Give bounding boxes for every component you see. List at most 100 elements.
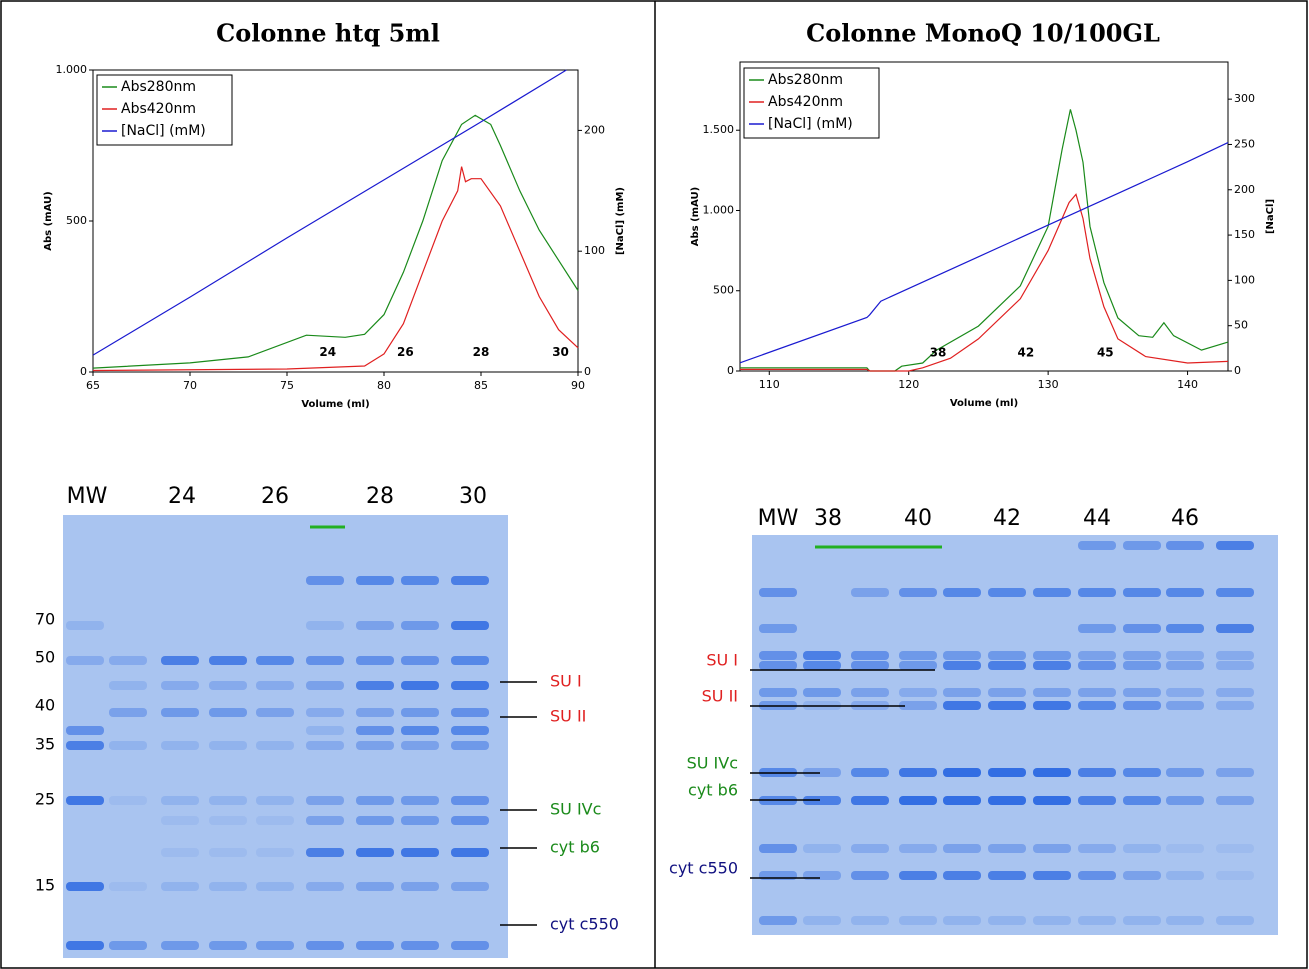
y-tick-label: 500 [713,284,734,297]
gel-band [943,588,981,597]
gel-band [109,882,147,891]
gel-band [943,768,981,777]
annotation: 38 [930,346,947,360]
gel-band [256,656,294,665]
gel-band [1033,871,1071,880]
gel-band [1078,588,1116,597]
gel-band [161,708,199,717]
gel-band [803,688,841,697]
gel-band [401,816,439,825]
series-line [740,193,1229,372]
lane-label: MW [758,506,799,531]
mw-label: 35 [35,735,55,754]
gel-band [1166,871,1204,880]
gel-band [401,848,439,857]
gel-band [943,796,981,805]
gel-band [66,741,104,750]
gel-band [1166,624,1204,633]
series-line [92,114,579,369]
gel-band [899,651,937,660]
gel-band [1033,588,1071,597]
gel-band [988,701,1026,710]
gel-band [1216,871,1254,880]
gel-band [401,941,439,950]
gel-band [1078,796,1116,805]
gel-band [1216,541,1254,550]
gel-band [899,768,937,777]
gel-band [1078,661,1116,670]
plot-frame [739,61,1229,372]
gel-band [1216,688,1254,697]
annotation: 28 [473,345,490,359]
gel-band [803,768,841,777]
gel-band [401,726,439,735]
gel-band [899,688,937,697]
legend-box [743,67,880,139]
mw-label: 70 [35,610,55,629]
gel-band [803,651,841,660]
mw-label: 50 [35,648,55,667]
gel-band [851,844,889,853]
gel-annotation: SU II [550,707,586,726]
mw-label: 25 [35,790,55,809]
gel-band [66,656,104,665]
gel-band [1123,871,1161,880]
x-tick-label: 130 [1038,378,1059,391]
gel-band [1123,688,1161,697]
y2-axis-label: [NaCl] (mM) [615,187,626,255]
mw-label: 40 [35,696,55,715]
gel-band [851,871,889,880]
gel-band [256,816,294,825]
gel-band [356,848,394,857]
gel-band [451,816,489,825]
gel-band [66,882,104,891]
legend-label: Abs280nm [768,72,843,88]
x-tick-label: 70 [183,379,197,392]
lane-label: 28 [366,484,394,509]
gel-band [306,941,344,950]
gel-band [209,796,247,805]
gel-band [899,661,937,670]
legend-label: Abs420nm [121,101,196,117]
gel-band [109,681,147,690]
gel-band [451,681,489,690]
x-tick-label: 85 [474,379,488,392]
gel-annotation: SU I [550,672,582,691]
y2-tick-label: 0 [1234,364,1241,377]
x-tick-label: 140 [1177,378,1198,391]
gel-band [66,621,104,630]
gel-band [209,848,247,857]
gel-band [306,796,344,805]
gel-band [759,661,797,670]
legend-label: [NaCl] (mM) [121,123,206,139]
y-tick-label: 1.500 [703,123,735,136]
y2-tick-label: 250 [1234,137,1255,150]
mw-label: 15 [35,876,55,895]
gel-band [1216,768,1254,777]
gel-band [851,661,889,670]
gel-band [161,882,199,891]
gel-band [401,656,439,665]
gel-band [256,708,294,717]
gel-band [256,882,294,891]
gel-band [356,882,394,891]
legend-label: [NaCl] (mM) [768,116,853,132]
gel-band [209,816,247,825]
gel-band [1216,651,1254,660]
gel-band [988,768,1026,777]
x-tick-label: 80 [377,379,391,392]
gel-band [1123,624,1161,633]
lane-label: MW [67,484,108,509]
gel-band [356,708,394,717]
gel-band [109,741,147,750]
gel-band [256,796,294,805]
y-tick-label: 1.000 [703,203,735,216]
gel-band [161,848,199,857]
gel-band [66,726,104,735]
gel-band [1123,844,1161,853]
gel-band [1078,701,1116,710]
gel-band [451,708,489,717]
y-axis-label: Abs (mAU) [690,187,701,246]
